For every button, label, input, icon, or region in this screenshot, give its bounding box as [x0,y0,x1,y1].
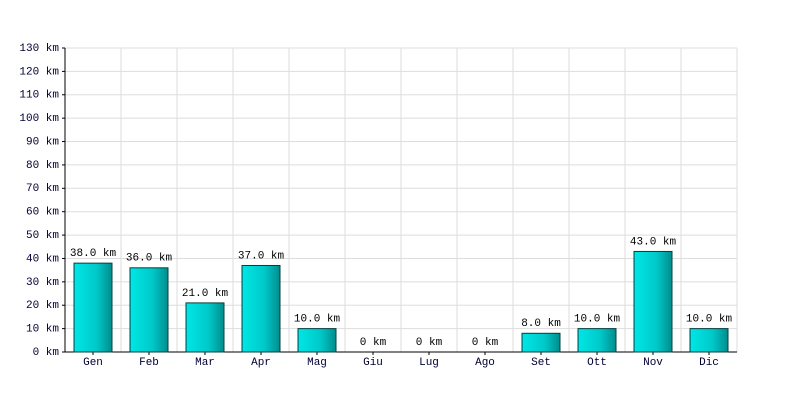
bar [633,250,673,353]
bar [129,267,169,353]
x-tick-label: Gen [83,357,103,369]
bar [297,328,337,353]
bar [185,302,225,353]
y-tick-label: 30 km [26,277,59,289]
x-tick-label: Ott [587,357,607,369]
value-label: 43.0 km [630,236,677,248]
value-label: 8.0 km [521,318,561,330]
y-tick-label: 60 km [26,207,59,219]
bar [689,328,729,353]
x-tick-label: Nov [643,357,663,369]
value-label: 0 km [416,337,443,349]
y-tick-label: 40 km [26,253,59,265]
value-label: 0 km [472,337,499,349]
value-label: 10.0 km [294,314,341,326]
y-tick-label: 20 km [26,300,59,312]
value-label: 0 km [360,337,387,349]
bar [73,262,113,353]
x-tick-label: Giu [363,357,383,369]
x-tick-label: Ago [475,357,495,369]
value-label: 38.0 km [70,248,117,260]
value-label: 37.0 km [238,250,285,262]
x-tick-label: Set [531,357,551,369]
x-tick-label: Mag [307,357,327,369]
y-tick-label: 10 km [26,324,59,336]
y-tick-label: 0 km [33,347,60,359]
bar [521,332,561,353]
value-label: 10.0 km [574,314,621,326]
value-label: 21.0 km [182,288,229,300]
y-tick-label: 110 km [19,90,59,102]
y-tick-label: 50 km [26,230,59,242]
bar [577,328,617,353]
value-label: 36.0 km [126,253,173,265]
x-tick-label: Mar [195,357,215,369]
y-tick-label: 120 km [19,66,59,78]
y-tick-label: 100 km [19,113,59,125]
y-tick-label: 130 km [19,43,59,55]
y-tick-label: 80 km [26,160,59,172]
x-tick-label: Lug [419,357,439,369]
x-tick-label: Apr [251,357,271,369]
x-tick-label: Dic [699,357,719,369]
y-tick-label: 90 km [26,136,59,148]
bar [241,264,281,353]
y-tick-label: 70 km [26,183,59,195]
x-tick-label: Feb [139,357,159,369]
value-label: 10.0 km [686,314,733,326]
